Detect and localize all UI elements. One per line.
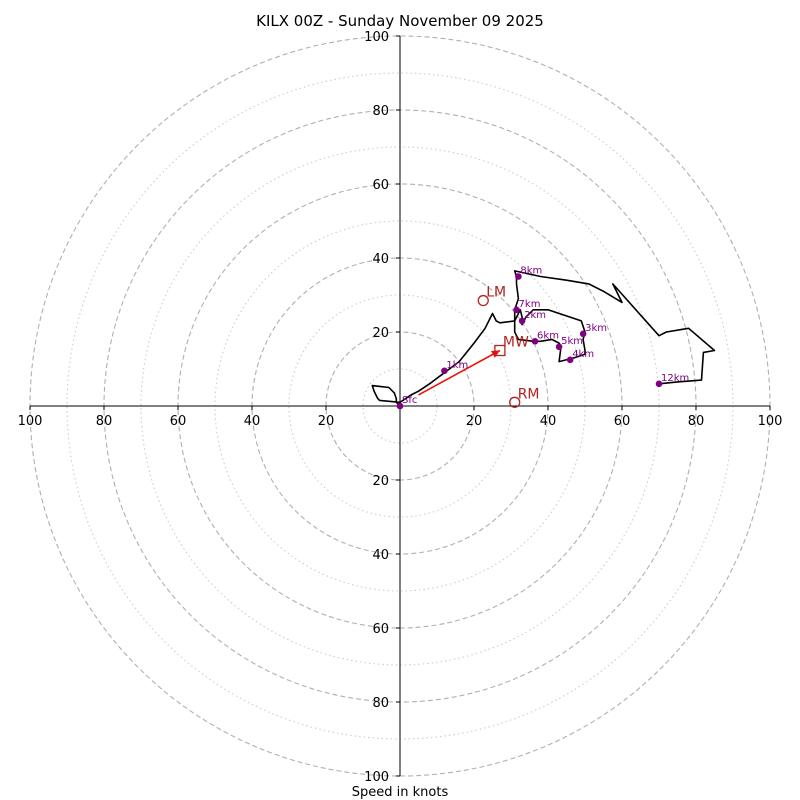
shear-vector [418, 349, 501, 396]
y-tick-label: 100 [364, 770, 389, 785]
height-marker-point [441, 367, 448, 375]
storm-motion-circle [477, 294, 489, 307]
shear-vector-line [418, 349, 501, 396]
storm-motion-label: RM [518, 386, 540, 402]
storm-motion-circle [509, 396, 521, 408]
y-tick-label: 60 [372, 178, 389, 193]
height-marker-point [579, 330, 587, 338]
storm-motion-square [494, 344, 506, 357]
height-marker-point [515, 273, 522, 280]
height-marker-label: 12km [661, 373, 689, 384]
y-tick-label: 40 [372, 548, 389, 563]
hodograph-trace [371, 270, 716, 407]
y-tick-label: 60 [372, 622, 389, 637]
height-marker-point [555, 343, 563, 351]
height-marker-point [655, 380, 663, 388]
height-marker-label: 4km [572, 349, 594, 360]
height-marker-point [513, 306, 520, 314]
chart-title: KILX 00Z - Sunday November 09 2025 [256, 12, 544, 30]
x-tick-label: 60 [614, 414, 631, 429]
tick-labels: 100 80 60 40 20 20 40 60 80 100 100 80 60 40 20 20 40 60 8… [18, 30, 783, 785]
height-marker-label: 2km [524, 310, 546, 321]
x-tick-label: 40 [244, 414, 261, 429]
y-tick-label: 20 [372, 474, 389, 489]
y-tick-label: 80 [372, 696, 389, 711]
height-marker-label: 6km [537, 330, 559, 341]
height-marker-point [396, 402, 404, 410]
hodograph-line [371, 270, 716, 407]
x-tick-label: 20 [318, 414, 335, 429]
height-marker-label: 3km [585, 323, 607, 334]
x-tick-label: 100 [758, 414, 783, 429]
height-marker-label: 7km [519, 299, 541, 310]
y-tick-label: 40 [372, 252, 389, 267]
x-tick-label: 60 [170, 414, 187, 429]
height-marker-point [531, 337, 539, 345]
storm-motion-label: MW [503, 335, 529, 351]
storm-motion-label: LM [486, 285, 506, 301]
height-marker-label: 1km [446, 360, 468, 371]
height-marker-label: 5km [561, 336, 583, 347]
storm-motion-markers: LM MW RM [477, 285, 540, 408]
x-tick-label: 80 [688, 414, 705, 429]
height-marker-point [566, 356, 574, 364]
x-tick-label: 100 [18, 414, 43, 429]
y-tick-label: 100 [364, 30, 389, 45]
height-marker-label: Sfc [402, 395, 417, 406]
y-tick-label: 20 [372, 326, 389, 341]
x-tick-label: 20 [466, 414, 483, 429]
x-axis-label: Speed in knots [352, 785, 449, 800]
height-marker-point [518, 317, 526, 325]
height-marker-label: 8km [520, 266, 542, 277]
x-tick-label: 80 [96, 414, 113, 429]
y-tick-label: 80 [372, 104, 389, 119]
x-tick-label: 40 [540, 414, 557, 429]
